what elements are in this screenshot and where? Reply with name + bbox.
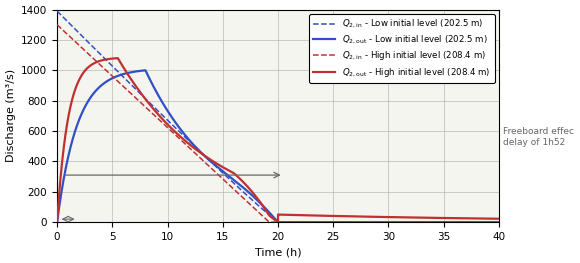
X-axis label: Time (h): Time (h) [255,247,302,257]
Text: Freeboard effec
delay of 1h52: Freeboard effec delay of 1h52 [503,127,574,147]
Legend: $Q_{2,\mathrm{in}}$ - Low initial level (202.5 m), $Q_{2,\mathrm{out}}$ - Low in: $Q_{2,\mathrm{in}}$ - Low initial level … [309,14,495,83]
Y-axis label: Discharge (m³/s): Discharge (m³/s) [6,69,16,163]
